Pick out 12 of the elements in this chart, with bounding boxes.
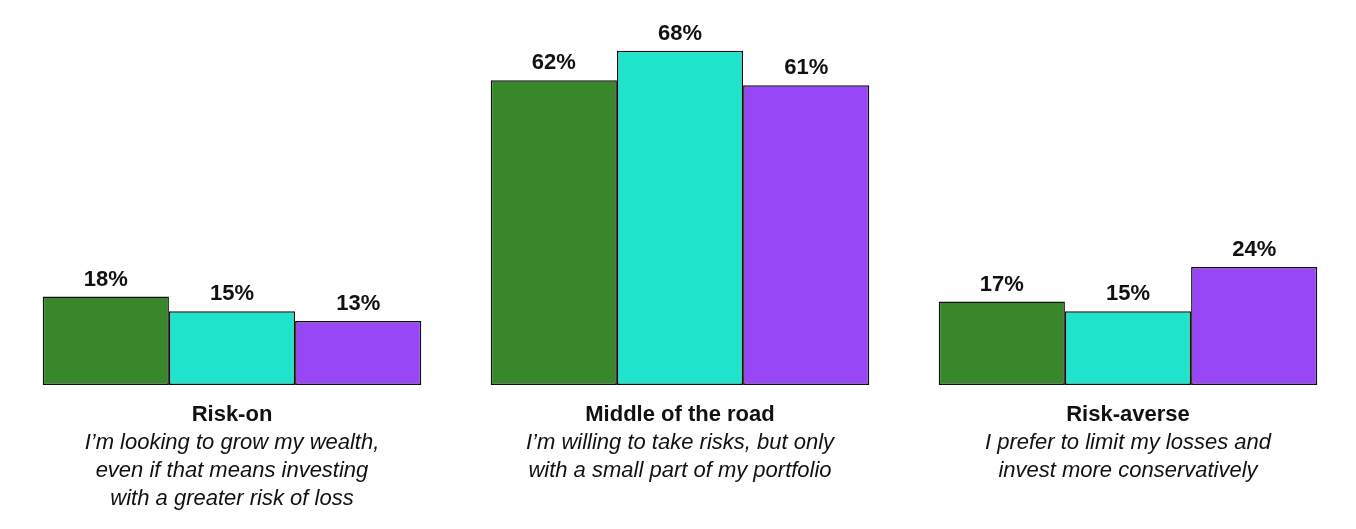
- data-label: 17%: [979, 270, 1024, 296]
- x-tick-label: Risk-on I’m looking to grow my wealth, even if that means investing with a greater risk of loss: [84, 401, 380, 510]
- data-label: 15%: [1105, 280, 1151, 306]
- x-tick-label: Middle of the road I’m willing to take risks, but only with a small part of my portfolio: [525, 401, 835, 482]
- data-label: 13%: [336, 290, 381, 316]
- x-tick-label: Risk-averse I prefer to limit my losses and invest more conservatively: [984, 401, 1272, 482]
- data-label: 15%: [209, 280, 255, 306]
- data-label: 62%: [531, 49, 576, 75]
- data-label: 24%: [1232, 236, 1277, 262]
- data-label: 18%: [83, 265, 128, 291]
- data-label: 68%: [657, 19, 703, 45]
- data-label: 61%: [784, 54, 829, 80]
